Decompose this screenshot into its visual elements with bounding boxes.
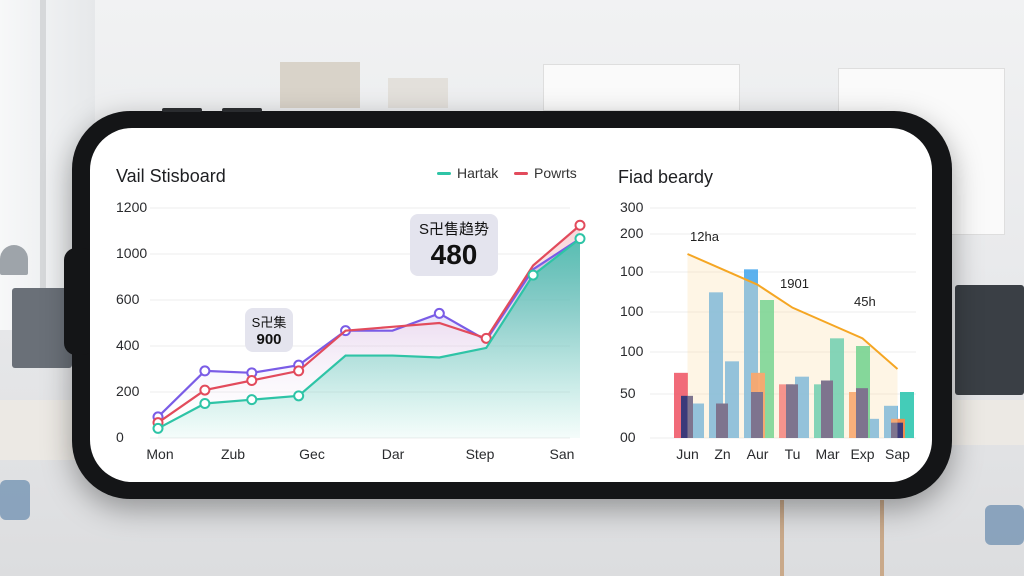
- background-shelf: [280, 62, 360, 108]
- phone-notch: [64, 248, 94, 355]
- background-table-leg: [780, 500, 784, 576]
- data-point: [480, 332, 492, 344]
- legend-swatch-red: [514, 171, 528, 175]
- trend-area: [687, 254, 898, 438]
- legend-item-hartak: Hartak: [437, 165, 498, 181]
- y-tick-label: 1200: [116, 199, 148, 215]
- line-chart-title: Vail Stisboard: [116, 166, 226, 186]
- data-point: [433, 307, 445, 319]
- y-tick-label: 600: [116, 291, 140, 307]
- data-point: [199, 365, 211, 377]
- bar-chart-plot: [650, 207, 916, 439]
- x-tick-label: Step: [465, 446, 495, 462]
- bar-annotation: 45h: [854, 294, 876, 309]
- legend-label: Hartak: [457, 165, 499, 181]
- x-tick-label: Zub: [220, 446, 246, 462]
- x-tick-label: Sap: [885, 446, 910, 462]
- x-tick-label: Jun: [676, 446, 699, 462]
- bar: [786, 384, 798, 438]
- bar: [751, 392, 763, 438]
- bar: [690, 403, 704, 438]
- series-area: [158, 238, 580, 438]
- background-chair: [985, 505, 1024, 545]
- callout-value: 900: [256, 331, 282, 348]
- data-point: [574, 219, 586, 231]
- callout-large: S卍售趋势 480: [410, 214, 498, 276]
- x-tick-label: Gec: [299, 446, 325, 462]
- data-point: [527, 269, 539, 281]
- bar: [821, 380, 833, 438]
- data-point: [199, 398, 211, 409]
- background-lamp: [0, 245, 28, 275]
- series-line: [157, 237, 581, 430]
- bar: [716, 403, 728, 438]
- y-tick-label: 50: [620, 385, 636, 401]
- callout-value: 480: [430, 239, 478, 270]
- callout-caption: S卍售趋势: [418, 221, 489, 238]
- y-tick-label: 400: [116, 337, 140, 353]
- phone-device: Vail Stisboard Hartak Powrts S卍集 900 S卍售…: [64, 108, 952, 499]
- x-tick-label: San: [549, 446, 575, 462]
- y-tick-label: 100: [620, 263, 644, 279]
- legend-swatch-teal: [437, 171, 451, 175]
- legend-label: Powrts: [534, 165, 577, 181]
- callout-caption: S卍集: [251, 315, 287, 330]
- background-chair: [0, 480, 30, 520]
- callout-small: S卍集 900: [245, 308, 293, 352]
- y-tick-label: 100: [620, 343, 644, 359]
- background-monitor: [12, 288, 72, 368]
- y-tick-label: 200: [620, 225, 644, 241]
- series-line: [157, 237, 581, 418]
- background-desk: [0, 400, 80, 460]
- bar-annotation: 12ha: [690, 229, 719, 244]
- x-tick-label: Dar: [381, 446, 405, 462]
- x-tick-label: Mon: [146, 446, 174, 462]
- x-tick-label: Zn: [714, 446, 731, 462]
- data-point: [246, 394, 258, 406]
- data-point: [574, 233, 586, 245]
- bar-annotation: 1901: [780, 276, 809, 291]
- y-tick-label: 300: [620, 199, 644, 215]
- background-monitor: [955, 285, 1024, 395]
- x-tick-label: Mar: [815, 446, 840, 462]
- x-tick-label: Exp: [850, 446, 875, 462]
- background-box: [388, 78, 448, 108]
- bar: [681, 395, 693, 438]
- y-tick-label: 0: [116, 429, 124, 445]
- legend-item-powrts: Powrts: [514, 165, 577, 181]
- y-tick-label: 200: [116, 383, 140, 399]
- series-line: [157, 224, 581, 424]
- y-tick-label: 00: [620, 429, 636, 445]
- phone-screen: Vail Stisboard Hartak Powrts S卍集 900 S卍售…: [90, 128, 932, 482]
- background-table-leg: [880, 500, 884, 576]
- data-point: [293, 390, 305, 402]
- data-point: [246, 375, 258, 386]
- bar: [830, 338, 844, 438]
- x-tick-label: Aur: [746, 446, 769, 462]
- line-chart-plot: [150, 207, 586, 439]
- bar: [856, 388, 868, 438]
- data-point: [152, 422, 164, 434]
- x-tick-label: Tu: [784, 446, 801, 462]
- data-point: [293, 365, 305, 377]
- bar: [709, 292, 723, 438]
- y-tick-label: 100: [620, 303, 644, 319]
- phone-side-button: [162, 108, 202, 112]
- bar: [795, 376, 809, 438]
- bar: [725, 361, 739, 438]
- background-poster: [543, 64, 740, 111]
- y-tick-label: 1000: [116, 245, 148, 261]
- bar: [891, 422, 903, 438]
- phone-side-button: [222, 108, 262, 112]
- trend-line: [687, 253, 899, 370]
- data-point: [199, 384, 211, 396]
- bar-chart-title: Fiad beardy: [618, 167, 714, 187]
- background-desk: [950, 400, 1024, 445]
